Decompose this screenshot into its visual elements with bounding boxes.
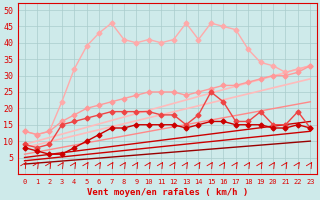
X-axis label: Vent moyen/en rafales ( km/h ): Vent moyen/en rafales ( km/h ) xyxy=(87,188,248,197)
